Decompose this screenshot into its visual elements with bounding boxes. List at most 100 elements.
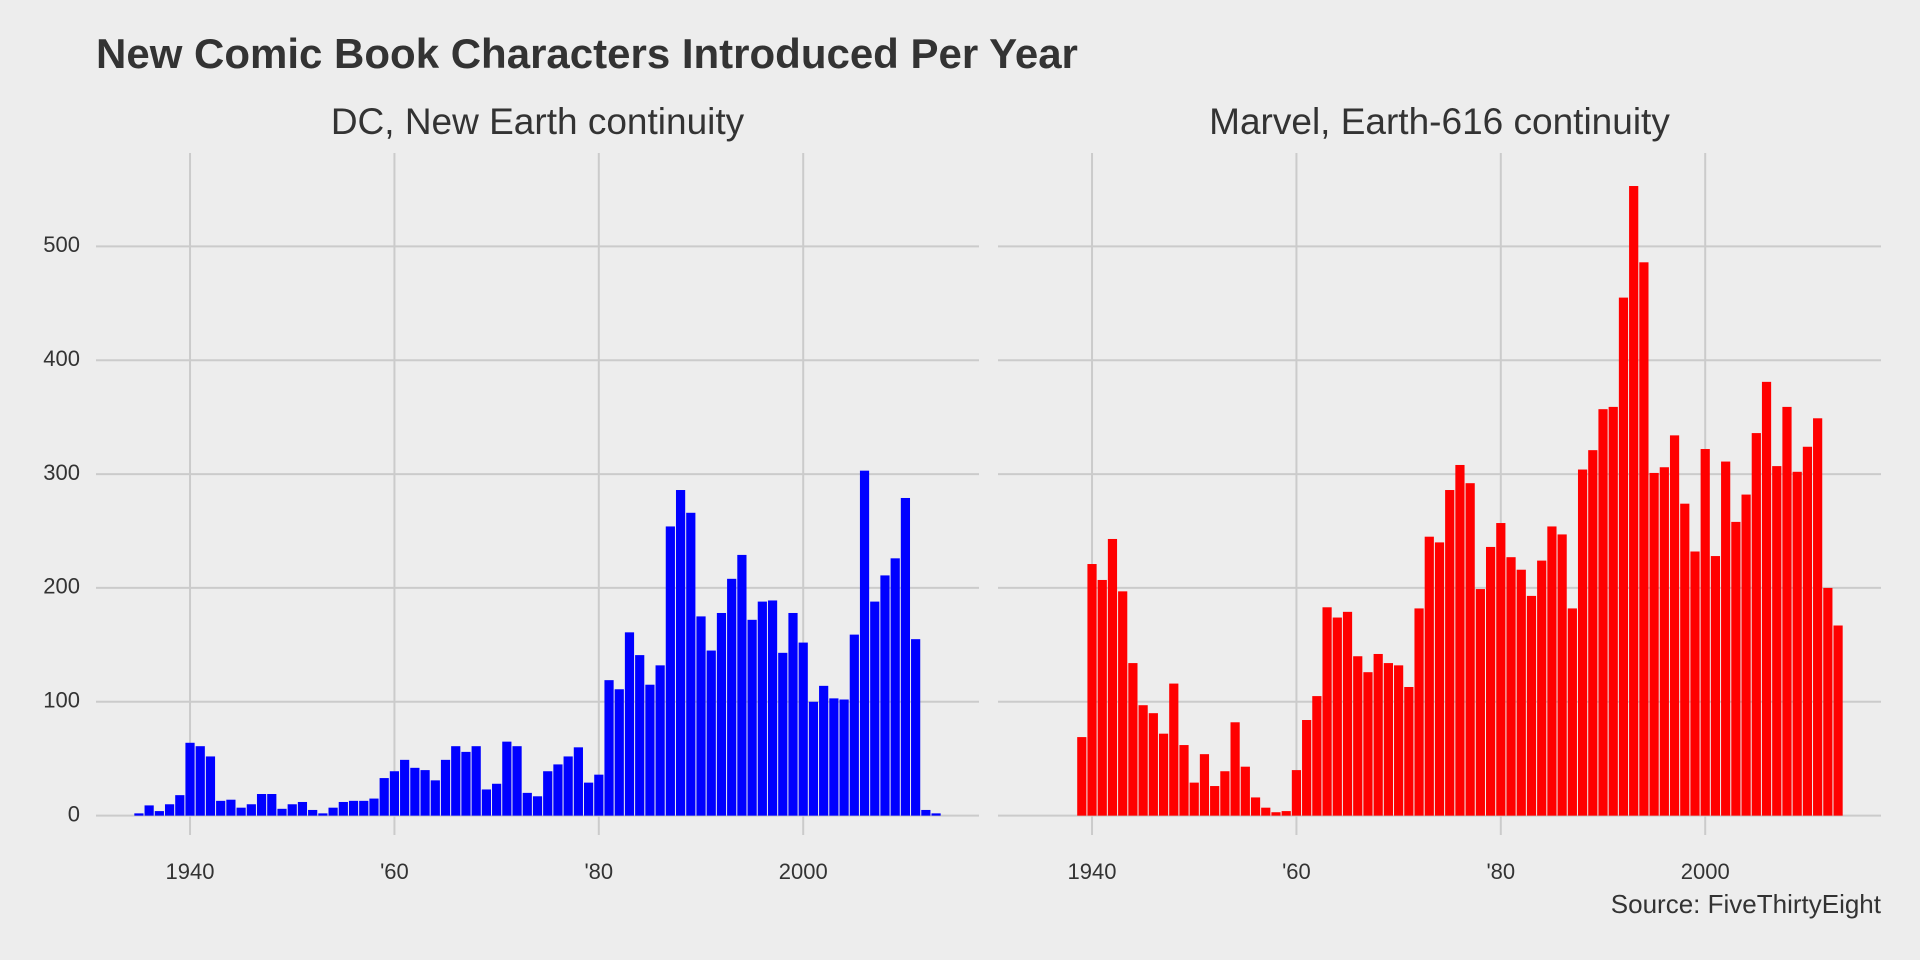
bar (1118, 591, 1128, 816)
bar (880, 575, 890, 816)
bar (1179, 745, 1189, 816)
bar (1772, 466, 1782, 816)
bar (420, 770, 430, 816)
bar (256, 794, 267, 816)
bar (389, 771, 400, 816)
bar (747, 619, 757, 816)
bar (594, 774, 604, 816)
bar (1710, 556, 1721, 816)
bar (1332, 617, 1342, 816)
bar (1138, 705, 1148, 816)
bar (277, 808, 287, 816)
bar (1455, 464, 1465, 816)
bar (1680, 503, 1690, 816)
bar (134, 813, 144, 816)
y-tick-label: 500 (43, 232, 80, 257)
x-tick-label: 1940 (166, 859, 215, 884)
bar (675, 490, 686, 816)
bar (808, 701, 819, 816)
bar (665, 526, 675, 816)
bar (573, 747, 583, 816)
bar (614, 689, 624, 816)
bar (287, 804, 297, 816)
bar (584, 782, 594, 816)
y-tick-label: 100 (43, 688, 80, 713)
bar (645, 684, 655, 816)
bar (900, 497, 911, 816)
bar (1281, 811, 1291, 816)
bar (1189, 782, 1199, 816)
bar (849, 634, 859, 816)
bar (1261, 807, 1271, 816)
bar (522, 792, 532, 816)
bar (829, 698, 839, 816)
bar (1342, 611, 1353, 816)
bar (1373, 653, 1383, 816)
bar (767, 600, 778, 816)
bar (1761, 381, 1772, 816)
bar (1813, 418, 1823, 816)
bar (164, 804, 175, 816)
bar (819, 685, 829, 816)
bar (604, 680, 614, 816)
bar (1087, 564, 1097, 816)
bar (1434, 542, 1445, 816)
bar (1271, 812, 1281, 816)
bar (1506, 557, 1516, 816)
bar (1669, 435, 1680, 816)
bar (757, 601, 767, 816)
bar (1240, 766, 1250, 816)
bar (1475, 589, 1485, 816)
bar (1445, 490, 1455, 816)
bar (1802, 446, 1813, 816)
bar (1097, 579, 1107, 816)
bar (297, 801, 308, 816)
bar (481, 789, 491, 816)
bar (921, 809, 931, 816)
bar (1659, 467, 1669, 816)
bar (706, 650, 716, 816)
bar (1414, 608, 1424, 816)
bar (502, 741, 512, 816)
bar (1363, 672, 1373, 816)
y-tick-label: 0 (68, 801, 80, 826)
bar (1220, 771, 1230, 816)
bar (185, 742, 195, 816)
bar (727, 578, 737, 816)
bar (798, 642, 808, 816)
bar (1128, 663, 1138, 816)
bar (890, 558, 900, 816)
bar (1598, 409, 1608, 816)
x-tick-label: '60 (380, 859, 409, 884)
panel-title: Marvel, Earth-616 continuity (1209, 101, 1670, 142)
bar (236, 807, 246, 816)
bar (635, 655, 645, 816)
bar (348, 800, 359, 816)
bar (1639, 262, 1649, 816)
bar (1424, 536, 1434, 816)
bar (451, 746, 461, 816)
bar (1322, 607, 1332, 816)
bar (400, 759, 410, 816)
bar (778, 652, 788, 816)
bar (1158, 733, 1169, 816)
source-note: Source: FiveThirtyEight (1611, 889, 1882, 919)
bar (328, 807, 338, 816)
bar (440, 759, 451, 816)
bar (226, 799, 236, 816)
bar (1383, 663, 1393, 816)
bar (1210, 786, 1220, 816)
bar (1353, 656, 1363, 816)
bar (1302, 720, 1312, 816)
bar (175, 795, 185, 816)
bar (931, 813, 941, 816)
bar (1250, 797, 1261, 816)
bar (1526, 595, 1537, 816)
bar (1782, 406, 1792, 816)
bar (318, 813, 328, 816)
bar (461, 751, 471, 816)
bar (532, 796, 543, 816)
bar (1199, 754, 1210, 816)
x-tick-label: '80 (584, 859, 613, 884)
